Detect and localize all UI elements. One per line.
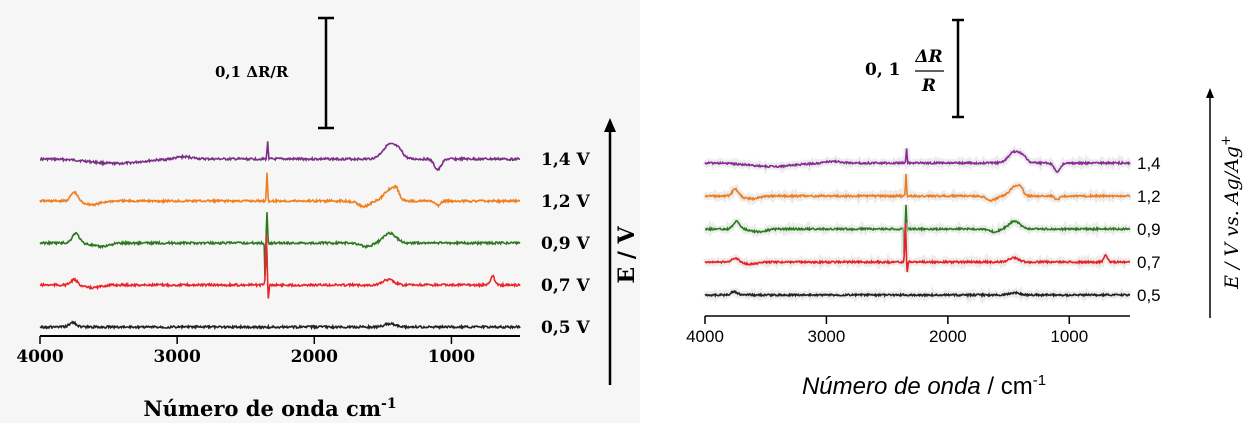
x-tick-label: 3000 bbox=[153, 347, 200, 367]
x-tick-label: 3000 bbox=[808, 327, 846, 346]
x-tick-label: 4000 bbox=[686, 327, 724, 346]
series-line bbox=[39, 235, 521, 299]
x-tick-label: 4000 bbox=[16, 347, 63, 367]
right-scale-bar-value: 0, 1 bbox=[865, 60, 901, 80]
series-line bbox=[704, 222, 1131, 273]
series-line bbox=[39, 141, 521, 172]
right-x-axis-title: Número de onda / cm-1 bbox=[802, 372, 1046, 400]
series-line bbox=[704, 148, 1131, 174]
series-label: 1,4 bbox=[1137, 154, 1161, 173]
right-traces-group: 1,4 1,2 0,9 0,7 0,5 bbox=[702, 144, 1161, 305]
series-label: 1,2 bbox=[1137, 187, 1161, 206]
left-scale-bar-label: 0,1 ΔR/R bbox=[215, 63, 289, 81]
left-spectra-chart: 1,4 V 1,2 V 0,9 V 0,7 V 0,5 V 4000 3000 2000 10… bbox=[16, 16, 640, 421]
series-label: 0,7 V bbox=[541, 276, 590, 296]
series-label: 0,7 bbox=[1137, 253, 1161, 272]
right-scale-bar-numerator: ΔR bbox=[914, 47, 942, 67]
right-spectra-chart: 1,4 1,2 0,9 0,7 0,5 4000 3000 2000 1000 Número … bbox=[686, 18, 1243, 400]
series-label: 0,5 bbox=[1137, 286, 1161, 305]
series-label: 0,5 V bbox=[541, 318, 590, 338]
series-line bbox=[704, 204, 1131, 254]
left-traces-group: 1,4 V 1,2 V 0,9 V 0,7 V 0,5 V bbox=[39, 141, 590, 338]
series-label: 0,9 bbox=[1137, 220, 1161, 239]
x-tick-label: 1000 bbox=[1050, 327, 1088, 346]
series-line bbox=[39, 212, 521, 277]
right-x-ticks: 4000 3000 2000 1000 bbox=[686, 316, 1088, 346]
x-tick-label: 2000 bbox=[929, 327, 967, 346]
right-scale-bar-denominator: R bbox=[921, 76, 936, 96]
right-y-axis-title: E / V vs. Ag/Ag+ bbox=[1219, 135, 1243, 290]
left-x-ticks: 4000 3000 2000 1000 bbox=[16, 336, 475, 367]
series-label: 1,2 V bbox=[541, 192, 590, 212]
series-label: 1,4 V bbox=[541, 150, 590, 170]
right-potential-arrowhead bbox=[1206, 88, 1214, 98]
series-error-band bbox=[702, 144, 1133, 176]
x-tick-label: 1000 bbox=[428, 347, 475, 367]
left-potential-arrowhead bbox=[604, 118, 616, 132]
series-line bbox=[39, 320, 521, 331]
left-y-axis-title: E / V bbox=[614, 225, 640, 283]
left-chart-panel: 1,4 V 1,2 V 0,9 V 0,7 V 0,5 V 4000 3000 2000 10… bbox=[16, 16, 640, 421]
x-tick-label: 2000 bbox=[291, 347, 338, 367]
series-line bbox=[39, 172, 521, 209]
right-chart-panel: 1,4 1,2 0,9 0,7 0,5 4000 3000 2000 1000 Número … bbox=[640, 0, 1250, 423]
left-x-axis-title: Número de onda cm-1 bbox=[143, 396, 396, 421]
series-line bbox=[704, 289, 1131, 299]
series-line bbox=[704, 173, 1131, 203]
series-label: 0,9 V bbox=[541, 234, 590, 254]
